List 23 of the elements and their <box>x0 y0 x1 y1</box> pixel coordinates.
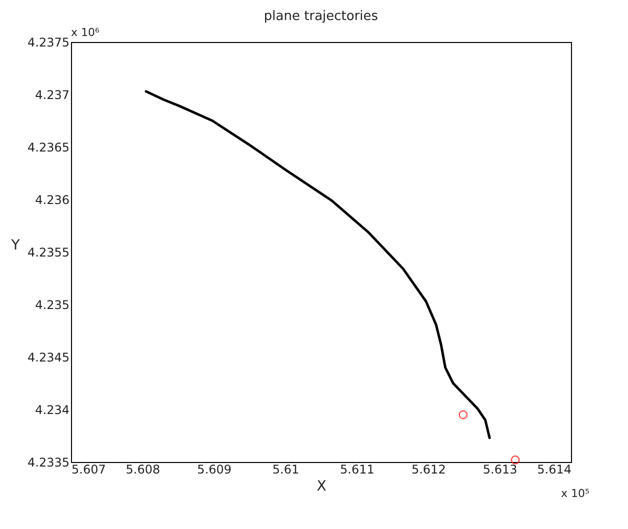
y-tick-label: 4.2355 <box>28 246 70 260</box>
x-tick-label: 5.609 <box>197 462 232 476</box>
x-tick-label: 5.61 <box>272 462 300 476</box>
y-tick-label: 4.2345 <box>28 350 70 364</box>
x-tick-label: 5.608 <box>126 462 160 476</box>
y-tick-label: 4.2365 <box>28 140 70 154</box>
x-tick-label: 5.611 <box>340 462 374 476</box>
text: x 10⁵ <box>561 487 590 500</box>
x-tick-label: 5.607 <box>72 462 106 476</box>
y-tick-label: 4.237 <box>35 88 70 102</box>
chart-title: plane trajectories <box>264 9 378 24</box>
line-series <box>144 90 491 440</box>
x-tick-label: 5.613 <box>482 462 518 476</box>
y-tick-label: 4.234 <box>35 403 70 417</box>
y-tick-label: 4.236 <box>35 193 70 207</box>
y-tick-label: 4.2375 <box>28 36 70 50</box>
y-axis-title: Y <box>10 238 20 254</box>
x-tick-label: 5.614 <box>537 462 572 476</box>
x-tick-label: 5.612 <box>411 462 446 476</box>
y-tick-label: 4.2335 <box>28 456 70 470</box>
text: x 10⁶ <box>71 26 100 39</box>
x-axis-title: X <box>316 478 327 494</box>
y-tick-label: 4.235 <box>35 298 70 312</box>
